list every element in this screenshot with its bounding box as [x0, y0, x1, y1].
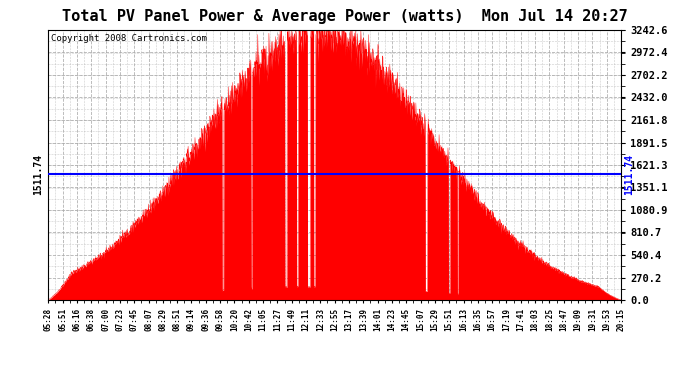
Text: Total PV Panel Power & Average Power (watts)  Mon Jul 14 20:27: Total PV Panel Power & Average Power (wa…	[62, 9, 628, 24]
Text: 1511.74: 1511.74	[33, 153, 43, 195]
Text: 1511.74: 1511.74	[624, 153, 634, 195]
Text: Copyright 2008 Cartronics.com: Copyright 2008 Cartronics.com	[51, 34, 207, 43]
